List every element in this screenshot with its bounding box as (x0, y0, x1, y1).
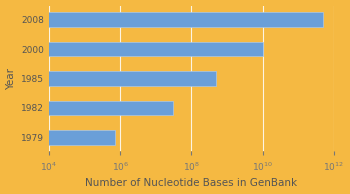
Bar (0, 101, 173, 115)
Bar (0, 12, 323, 27)
Bar (0, 42, 263, 56)
X-axis label: Number of Nucleotide Bases in GenBank: Number of Nucleotide Bases in GenBank (85, 178, 298, 188)
Y-axis label: Year: Year (6, 68, 15, 89)
Bar (0, 130, 115, 145)
Bar (0, 71, 216, 86)
